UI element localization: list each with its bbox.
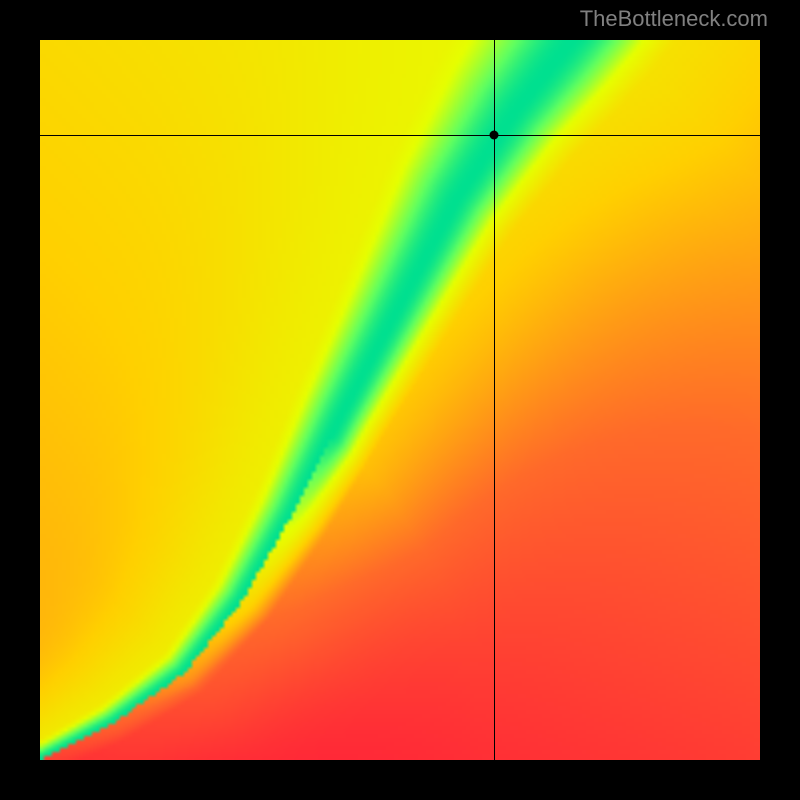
heatmap-canvas	[40, 40, 760, 760]
bottleneck-heatmap	[40, 40, 760, 760]
crosshair-horizontal	[40, 135, 760, 136]
watermark-text: TheBottleneck.com	[580, 6, 768, 32]
selection-marker	[489, 131, 498, 140]
crosshair-vertical	[494, 40, 495, 760]
